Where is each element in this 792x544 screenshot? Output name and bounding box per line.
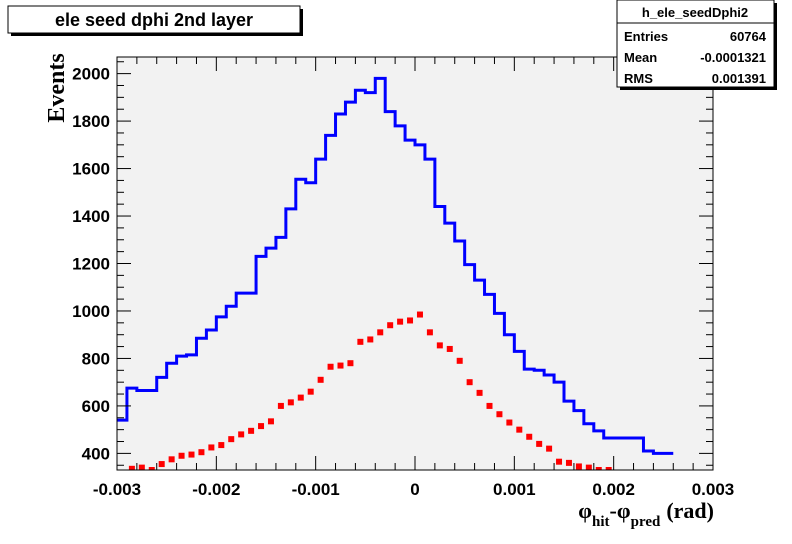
axes: 400 600 800 1000 1200 1400 1600 1800 2000 -0.003 -… [72, 57, 734, 499]
series-2-point [228, 436, 235, 443]
stats-rms-value: 0.001391 [712, 71, 766, 86]
series-2-point [138, 464, 145, 470]
series-2-point [218, 442, 225, 449]
series-2-markers [128, 311, 612, 470]
x-tick-label: -0.003 [93, 480, 141, 499]
y-tick-label: 800 [82, 349, 110, 368]
series-2-point [605, 467, 612, 470]
stats-box: h_ele_seedDphi2 Entries 60764 Mean -0.00… [616, 0, 777, 90]
series-2-point [317, 376, 324, 383]
series-2-point [595, 467, 602, 470]
series-2-point [238, 431, 245, 438]
x-axis-title-unit: (rad) [666, 498, 714, 523]
y-tick-label: 600 [82, 397, 110, 416]
y-tick-label: 400 [82, 444, 110, 463]
series-2-point [575, 463, 582, 470]
series-2-point [267, 418, 274, 425]
x-tick-label: 0.001 [493, 480, 536, 499]
y-tick-label: 1600 [72, 160, 110, 179]
stats-mean-label: Mean [624, 50, 657, 65]
stats-entries-label: Entries [624, 29, 668, 44]
series-2-point [158, 461, 165, 468]
series-2-point [466, 379, 473, 386]
series-2-point [347, 360, 354, 367]
series-2-point [486, 402, 493, 409]
series-2-point [536, 440, 543, 447]
y-tick-label: 2000 [72, 65, 110, 84]
x-axis-title-sub-hit: hit [592, 514, 610, 530]
x-axis-title-sub-pred: pred [631, 514, 661, 530]
y-tick-label: 1200 [72, 255, 110, 274]
series-2-point [426, 329, 433, 336]
chart-title: ele seed dphi 2nd layer [55, 10, 253, 30]
series-2-point [436, 342, 443, 349]
series-2-point [148, 467, 155, 470]
x-tick-label: -0.001 [292, 480, 340, 499]
series-2-point [397, 318, 404, 325]
plot-frame-background [117, 57, 713, 470]
title-box-frame [7, 5, 301, 34]
series-2-point [327, 363, 334, 370]
y-tick-label: 1000 [72, 302, 110, 321]
x-axis-title: φhit-φpred (rad) [578, 498, 714, 530]
series-2-point [248, 427, 255, 434]
y-tick-label: 1800 [72, 112, 110, 131]
series-2-point [357, 338, 364, 345]
stats-entries-value: 60764 [730, 29, 767, 44]
series-2-point [198, 449, 205, 456]
x-tick-label: 0.003 [692, 480, 735, 499]
series-2-point [208, 444, 215, 451]
stats-histogram-name: h_ele_seedDphi2 [642, 5, 748, 20]
series-2-point [565, 459, 572, 466]
series-2-point [258, 423, 265, 430]
title-box: ele seed dphi 2nd layer [7, 5, 303, 36]
series-2-point [556, 458, 563, 465]
stats-rms-label: RMS [624, 71, 653, 86]
y-axis-title: Events [44, 53, 70, 122]
series-2-point [287, 399, 294, 406]
series-2-point [456, 357, 463, 364]
series-2-point [585, 464, 592, 470]
series-2-point [297, 394, 304, 401]
x-axis-title-phi1: φ [578, 498, 592, 523]
series-2-point [387, 322, 394, 329]
series-2-point [496, 411, 503, 418]
series-1-step-line [117, 76, 674, 455]
series-2-point [168, 456, 175, 463]
series-2-point [188, 451, 195, 458]
y-tick-label: 1400 [72, 207, 110, 226]
series-2-point [367, 336, 374, 343]
x-axis-title-phi2: φ [617, 498, 631, 523]
stats-box-frame [616, 0, 775, 88]
series-2-point [526, 433, 533, 440]
series-2-point [128, 465, 135, 470]
series-2-point [178, 452, 185, 459]
series-2-point [377, 329, 384, 336]
series-2-point [307, 388, 314, 395]
series-2-point [277, 402, 284, 409]
series-2-point [546, 445, 553, 452]
series-2-point [416, 311, 423, 318]
series-2-point [476, 389, 483, 396]
series-2-point [446, 345, 453, 352]
x-tick-label: 0.002 [592, 480, 635, 499]
x-tick-label: -0.002 [192, 480, 240, 499]
series-2-point [337, 362, 344, 369]
series-2-point [506, 419, 513, 426]
series-2-point [407, 317, 414, 324]
series-2-point [516, 426, 523, 433]
plot-marks [117, 76, 674, 470]
x-tick-label: 0 [410, 480, 419, 499]
stats-mean-value: -0.0001321 [700, 50, 766, 65]
x-axis-title-minus: - [610, 498, 617, 523]
